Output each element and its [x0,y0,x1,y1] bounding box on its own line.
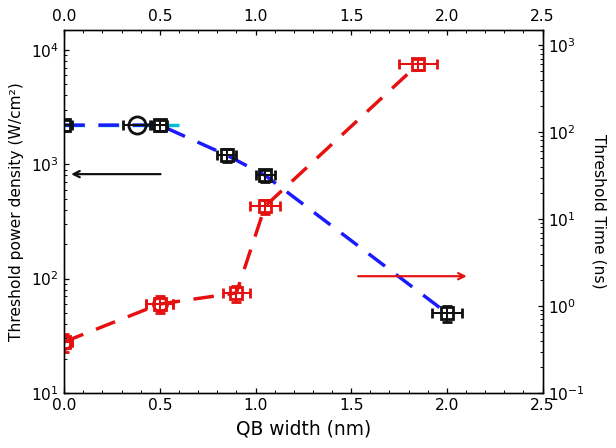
Y-axis label: Threshold Time (ns): Threshold Time (ns) [591,134,607,289]
X-axis label: QB width (nm): QB width (nm) [236,420,371,439]
Y-axis label: Threshold power density (W/cm²): Threshold power density (W/cm²) [9,82,25,341]
